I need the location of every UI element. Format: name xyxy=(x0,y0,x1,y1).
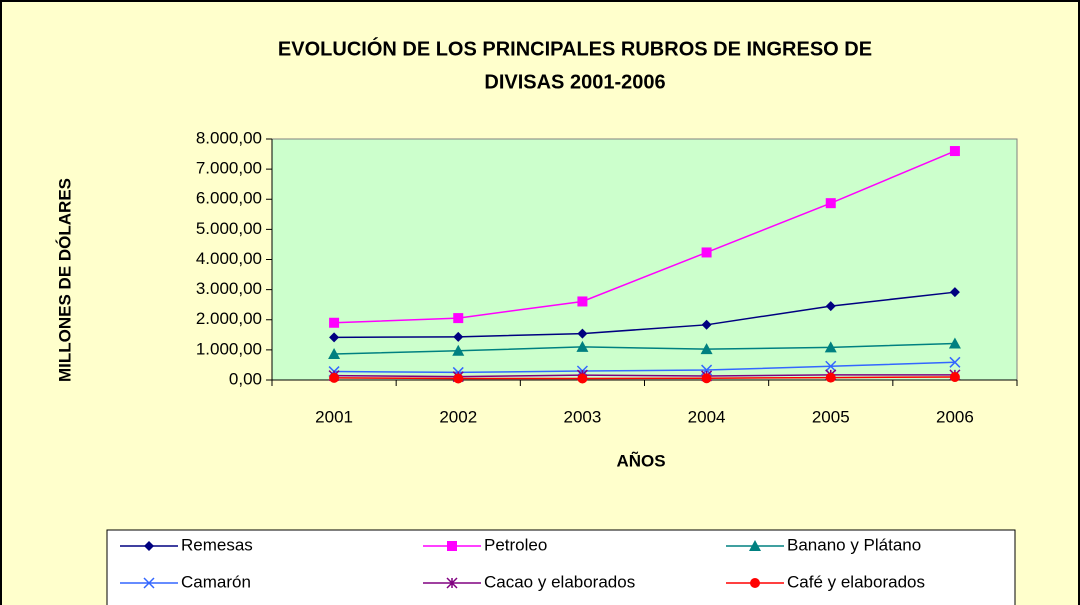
marker xyxy=(329,332,340,343)
y-tick-label: 0,00 xyxy=(229,369,262,388)
marker xyxy=(825,360,837,372)
marker xyxy=(750,578,760,588)
x-axis-label: AÑOS xyxy=(616,450,665,470)
legend-label: Camarón xyxy=(181,572,251,591)
marker xyxy=(701,247,712,258)
marker xyxy=(949,371,960,382)
marker xyxy=(700,343,713,355)
legend-label: Banano y Plátano xyxy=(787,535,921,554)
marker xyxy=(328,347,341,359)
marker xyxy=(452,344,465,356)
legend-label: Café y elaborados xyxy=(787,572,925,591)
y-tick-label: 1.000,00 xyxy=(196,339,262,358)
y-tick-label: 5.000,00 xyxy=(196,219,262,238)
series-line xyxy=(334,374,955,378)
marker xyxy=(577,328,588,339)
marker xyxy=(825,301,836,312)
x-tick-label: 2001 xyxy=(315,407,353,426)
y-tick-label: 7.000,00 xyxy=(196,159,262,178)
series-line xyxy=(334,150,956,324)
marker xyxy=(329,372,340,383)
chart-title: EVOLUCIÓN DE LOS PRINCIPALES RUBROS DE I… xyxy=(278,36,872,60)
marker xyxy=(948,337,961,349)
x-tick-label: 2003 xyxy=(564,407,602,426)
marker xyxy=(701,373,712,384)
legend-label: Cacao y elaborados xyxy=(484,572,635,591)
x-tick-label: 2004 xyxy=(688,407,726,426)
series-line xyxy=(334,291,956,339)
plot-area xyxy=(271,138,1018,381)
y-tick-label: 6.000,00 xyxy=(196,189,262,208)
marker xyxy=(144,541,154,551)
y-tick-label: 2.000,00 xyxy=(196,309,262,328)
series-line xyxy=(334,342,955,355)
chart-title: DIVISAS 2001-2006 xyxy=(484,71,665,93)
y-tick-label: 3.000,00 xyxy=(196,279,262,298)
legend-label: Petroleo xyxy=(484,535,547,554)
y-tick-label: 8.000,00 xyxy=(196,128,262,147)
marker xyxy=(825,372,836,383)
x-tick-label: 2006 xyxy=(936,407,974,426)
marker xyxy=(701,319,712,330)
marker xyxy=(949,287,960,298)
marker xyxy=(749,540,761,551)
legend-label: Remesas xyxy=(181,535,253,554)
marker xyxy=(825,198,836,209)
marker xyxy=(949,146,960,157)
marker xyxy=(577,373,588,384)
y-axis-label: MILLONES DE DÓLARES xyxy=(55,178,74,382)
marker xyxy=(576,340,589,352)
y-tick-label: 4.000,00 xyxy=(196,249,262,268)
marker xyxy=(824,341,837,353)
marker xyxy=(143,577,155,589)
marker xyxy=(446,577,458,589)
x-tick-label: 2002 xyxy=(439,407,477,426)
marker xyxy=(447,541,457,551)
series-line xyxy=(334,376,955,380)
series-line xyxy=(334,361,955,374)
marker xyxy=(453,373,464,384)
marker xyxy=(577,296,588,307)
marker xyxy=(949,356,961,368)
legend xyxy=(106,529,1016,605)
marker xyxy=(329,317,340,328)
x-tick-label: 2005 xyxy=(812,407,850,426)
marker xyxy=(453,313,464,324)
marker xyxy=(453,331,464,342)
